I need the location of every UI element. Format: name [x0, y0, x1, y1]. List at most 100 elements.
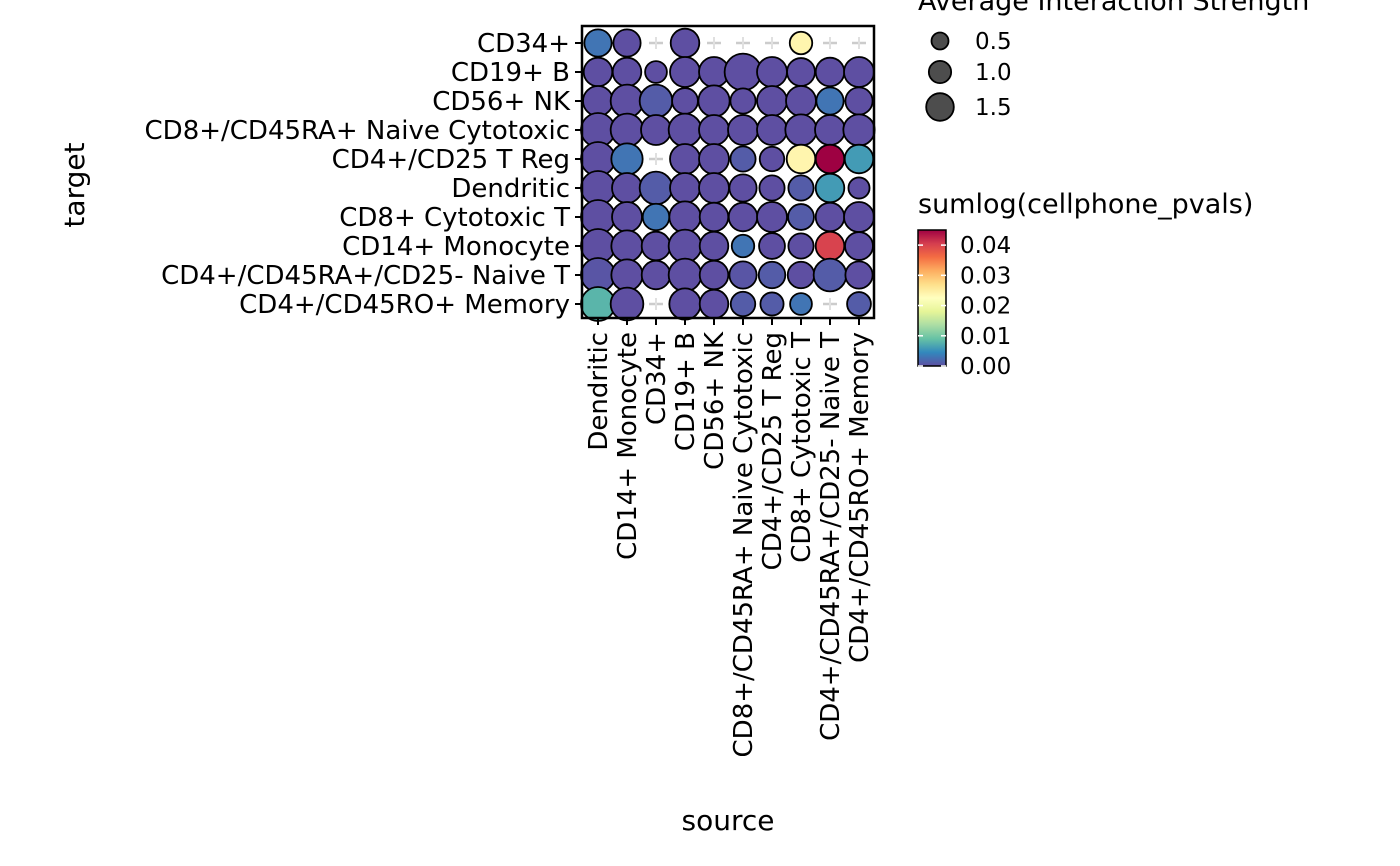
- point-dendritic-to-cd34: [583, 28, 613, 58]
- point-cd19-b-to-cd4-cd45ra-cd25-naive-t: [667, 257, 703, 293]
- point-cd56-nk-to-dendritic: [698, 172, 730, 204]
- y-tick-label: CD34+: [477, 29, 570, 59]
- point-cd14-monocyte-to-cd4-cd45ra-cd25-naive-t: [610, 258, 644, 292]
- point-cd19-b-to-cd56-nk: [671, 87, 699, 115]
- point-cd8-cytotoxic-t-to-cd8-cd45ra-naive-cytotoxic: [784, 113, 818, 147]
- point-cd4-cd25-t-reg-to-cd4-cd25-t-reg: [758, 145, 786, 173]
- point-cd8-cd45ra-naive-cytotoxic-to-cd14-monocyte: [730, 233, 756, 259]
- point-cd56-nk-to-cd4-cd45ro-memory: [698, 288, 730, 320]
- data-points: [580, 27, 876, 322]
- point-cd56-nk-to-cd8-cd45ra-naive-cytotoxic: [698, 114, 730, 146]
- point-cd56-nk-to-cd14-monocyte: [698, 230, 730, 262]
- point-cd4-cd45ra-cd25-naive-t-to-cd8-cd45ra-naive-cytotoxic: [814, 114, 846, 146]
- point-cd19-b-to-cd8-cytotoxic-t: [668, 200, 702, 234]
- point-cd14-monocyte-to-cd14-monocyte: [610, 229, 644, 263]
- y-tick-label: CD19+ B: [451, 58, 570, 88]
- point-cd4-cd45ro-memory-to-cd4-cd45ro-memory: [846, 291, 872, 317]
- point-cd8-cytotoxic-t-to-cd14-monocyte: [787, 232, 815, 260]
- point-cd34-to-cd14-monocyte: [640, 230, 672, 262]
- point-cd4-cd25-t-reg-to-cd8-cd45ra-naive-cytotoxic: [756, 114, 788, 146]
- size-legend-title: Average Interaction Strength: [918, 0, 1309, 17]
- point-cd4-cd45ro-memory-to-cd8-cytotoxic-t: [843, 201, 875, 233]
- y-tick-label: CD4+/CD45RA+/CD25- Naive T: [161, 261, 570, 291]
- point-cd8-cd45ra-naive-cytotoxic-to-cd4-cd45ra-cd25-naive-t: [728, 260, 758, 290]
- point-cd4-cd25-t-reg-to-cd56-nk: [756, 85, 788, 117]
- point-cd14-monocyte-to-dendritic: [611, 172, 643, 204]
- point-cd4-cd25-t-reg-to-cd19-b: [756, 56, 788, 88]
- point-cd14-monocyte-to-cd19-b: [611, 56, 643, 88]
- y-tick-label: CD14+ Monocyte: [342, 232, 570, 262]
- point-cd4-cd45ro-memory-to-cd14-monocyte: [844, 231, 874, 261]
- point-cd19-b-to-dendritic: [669, 172, 701, 204]
- point-cd34-to-dendritic: [638, 170, 674, 206]
- point-cd19-b-to-cd14-monocyte: [667, 228, 703, 264]
- size-legend-key: [927, 59, 953, 85]
- x-tick-label: CD56+ NK: [700, 331, 730, 470]
- colorbar-tick-label: 0.04: [960, 233, 1011, 259]
- plot-panel-border: [580, 24, 876, 320]
- missing-value-dashes: [649, 37, 866, 310]
- point-cd8-cd45ra-naive-cytotoxic-to-cd56-nk: [729, 87, 757, 115]
- point-cd4-cd45ra-cd25-naive-t-to-cd4-cd25-t-reg: [814, 143, 846, 175]
- point-cd14-monocyte-to-cd34: [612, 28, 642, 58]
- point-cd8-cytotoxic-t-to-cd34: [788, 30, 814, 56]
- point-cd8-cytotoxic-t-to-cd4-cd45ro-memory: [789, 292, 813, 316]
- point-cd8-cd45ra-naive-cytotoxic-to-cd8-cd45ra-naive-cytotoxic: [727, 114, 759, 146]
- colorbar: [917, 229, 947, 367]
- point-cd8-cytotoxic-t-to-cd56-nk: [785, 85, 817, 117]
- point-dendritic-to-cd56-nk: [582, 85, 614, 117]
- y-tick-label: CD8+/CD45RA+ Naive Cytotoxic: [145, 116, 570, 146]
- point-dendritic-to-cd19-b: [582, 56, 614, 88]
- x-tick-label: CD34+: [642, 332, 672, 425]
- x-tick-label: CD4+/CD45RO+ Memory: [845, 332, 875, 663]
- point-cd4-cd45ra-cd25-naive-t-to-cd19-b: [814, 56, 846, 88]
- point-cd4-cd45ra-cd25-naive-t-to-cd14-monocyte: [814, 230, 846, 262]
- size-legend-label: 1.5: [975, 95, 1012, 121]
- y-tick-label: CD4+/CD25 T Reg: [332, 145, 570, 175]
- point-cd4-cd25-t-reg-to-dendritic: [758, 174, 786, 202]
- x-axis: Dendritic CD14+ Monocyte CD34+ CD19+ B CD56+…: [584, 318, 875, 757]
- point-cd19-b-to-cd19-b: [669, 56, 701, 88]
- point-cd8-cd45ra-naive-cytotoxic-to-cd4-cd25-t-reg: [729, 145, 757, 173]
- y-axis-title: target: [58, 142, 91, 227]
- point-cd56-nk-to-cd56-nk: [697, 84, 731, 118]
- point-cd56-nk-to-cd8-cytotoxic-t: [698, 201, 730, 233]
- point-cd4-cd45ra-cd25-naive-t-to-cd4-cd45ra-cd25-naive-t: [812, 257, 848, 293]
- x-tick-label: Dendritic: [584, 332, 614, 451]
- point-cd34-to-cd4-cd45ra-cd25-naive-t: [640, 259, 672, 291]
- point-cd4-cd45ra-cd25-naive-t-to-dendritic: [814, 172, 846, 204]
- size-legend: Average Interaction Strength 0.5 1.0 1.5: [918, 0, 1309, 122]
- point-cd14-monocyte-to-cd8-cd45ra-naive-cytotoxic: [609, 112, 645, 148]
- point-cd8-cytotoxic-t-to-cd4-cd25-t-reg: [785, 143, 817, 175]
- colorbar-tick-label: 0.00: [960, 354, 1011, 380]
- point-cd34-to-cd56-nk: [638, 83, 674, 119]
- point-cd4-cd45ro-memory-to-cd19-b: [843, 56, 875, 88]
- y-tick-label: CD56+ NK: [432, 87, 571, 117]
- point-cd4-cd25-t-reg-to-cd14-monocyte: [758, 232, 786, 260]
- y-tick-label: CD4+/CD45RO+ Memory: [239, 290, 570, 320]
- point-cd56-nk-to-cd4-cd45ra-cd25-naive-t: [698, 259, 730, 291]
- point-cd4-cd45ro-memory-to-cd8-cd45ra-naive-cytotoxic: [842, 113, 876, 147]
- x-tick-label: CD19+ B: [671, 332, 701, 451]
- x-tick-label: CD4+/CD25 T Reg: [758, 332, 788, 570]
- point-cd8-cytotoxic-t-to-cd8-cytotoxic-t: [787, 203, 815, 231]
- point-cd8-cytotoxic-t-to-cd4-cd45ra-cd25-naive-t: [786, 260, 816, 290]
- y-tick-label: Dendritic: [451, 174, 570, 204]
- x-tick-label: CD14+ Monocyte: [613, 332, 643, 560]
- point-cd19-b-to-cd4-cd25-t-reg: [669, 143, 701, 175]
- point-cd14-monocyte-to-cd4-cd45ro-memory: [609, 286, 645, 322]
- colorbar-tick-label: 0.02: [960, 294, 1011, 320]
- point-cd4-cd25-t-reg-to-cd8-cytotoxic-t: [756, 201, 788, 233]
- point-cd19-b-to-cd8-cd45ra-naive-cytotoxic: [667, 112, 703, 148]
- x-tick-label: CD8+ Cytotoxic T: [787, 332, 817, 563]
- point-cd34-to-cd8-cd45ra-naive-cytotoxic: [640, 114, 672, 146]
- point-cd4-cd45ro-memory-to-cd56-nk: [844, 86, 874, 116]
- y-tick-label: CD8+ Cytotoxic T: [339, 203, 570, 233]
- point-cd8-cd45ra-naive-cytotoxic-to-cd8-cytotoxic-t: [727, 201, 759, 233]
- color-legend-title: sumlog(cellphone_pvals): [918, 189, 1253, 220]
- colorbar-tick-label: 0.03: [960, 263, 1011, 289]
- point-cd4-cd45ra-cd25-naive-t-to-cd56-nk: [815, 86, 845, 116]
- point-cd8-cytotoxic-t-to-dendritic: [787, 174, 815, 202]
- size-legend-label: 0.5: [975, 29, 1012, 55]
